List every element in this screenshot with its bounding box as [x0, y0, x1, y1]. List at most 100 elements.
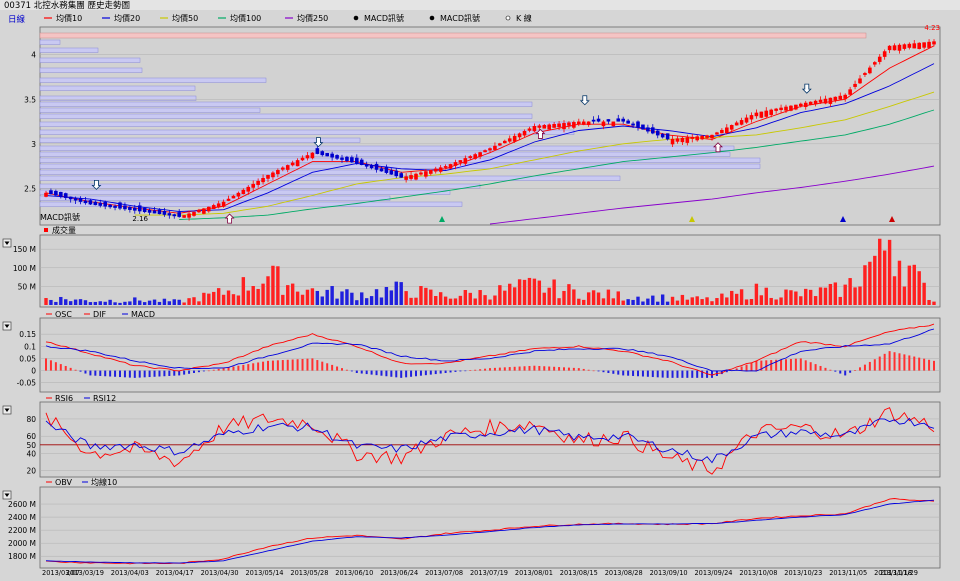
period-label[interactable]: 日線 [8, 14, 26, 25]
osc-bar [331, 364, 334, 371]
candle-body [364, 164, 369, 167]
osc-bar [197, 370, 200, 373]
profile-bar [39, 57, 141, 63]
candle-body [596, 118, 601, 122]
volume-bar [458, 295, 463, 305]
volume-bar [350, 292, 354, 305]
date-tick-label: 2013/04/30 [201, 569, 239, 577]
osc-bar [370, 370, 373, 375]
macd-series-line [45, 323, 935, 376]
osc-bar [59, 364, 62, 371]
panel-collapse-button[interactable] [2, 321, 12, 331]
volume-bar [488, 299, 492, 305]
candle-body [236, 192, 241, 197]
volume-bar [789, 290, 793, 305]
macd-legend-label: MACD [131, 310, 155, 319]
candle-body [478, 152, 482, 157]
osc-bar [903, 354, 906, 371]
candle-body [557, 123, 561, 128]
volume-bar [601, 298, 606, 305]
osc-bar [207, 370, 210, 372]
volume-bar [271, 265, 275, 305]
candle-body [113, 205, 117, 208]
candle-body [285, 165, 290, 170]
osc-bar [405, 370, 408, 378]
candle-body [680, 137, 685, 143]
volume-bar [478, 290, 482, 305]
legend-label: MACD訊號 [364, 13, 404, 23]
osc-bar [360, 370, 363, 374]
candle-body [414, 173, 418, 180]
candle-body [59, 191, 63, 197]
candle-body [922, 42, 926, 48]
volume-bar [547, 287, 551, 305]
legend-item: 均價50 [160, 13, 198, 23]
profile-bar [39, 77, 267, 83]
candle-body [882, 51, 887, 57]
osc-bar [262, 361, 265, 371]
volume-bar [419, 286, 423, 305]
osc-bar [597, 370, 600, 372]
osc-bar [523, 366, 526, 371]
osc-bar [193, 370, 195, 373]
osc-bar [528, 365, 531, 371]
profile-bar-top [39, 32, 867, 39]
candle-body [241, 189, 246, 194]
osc-bar [321, 361, 324, 371]
volume-bar [527, 277, 532, 305]
osc-bar [622, 370, 625, 376]
profile-bar [39, 85, 196, 91]
candle-body [907, 43, 912, 48]
candle-body [389, 170, 394, 175]
chevron-down-icon [4, 493, 10, 497]
osc-bar [459, 370, 462, 372]
osc-bar [415, 370, 417, 377]
volume-bar [897, 260, 902, 305]
volume-bar [734, 293, 739, 305]
legend-marker [505, 15, 511, 21]
osc-bar [666, 370, 669, 378]
osc-bar [133, 370, 136, 378]
osc-bar [770, 360, 773, 371]
osc-bar [868, 361, 871, 371]
candle-body [350, 157, 354, 163]
panel-collapse-button[interactable] [2, 238, 12, 248]
panel-collapse-button[interactable] [2, 490, 12, 500]
candle-body [315, 148, 320, 154]
ma-line [489, 165, 935, 225]
volume-bar [868, 261, 872, 305]
volume-bar [799, 296, 803, 305]
date-tick-label: 2013/04/03 [111, 569, 149, 577]
candle-body [616, 118, 621, 122]
volume-bar [754, 283, 759, 305]
osc-bar [632, 370, 635, 376]
legend-label: 均價50 [172, 13, 198, 23]
ma-line [134, 91, 935, 216]
volume-bar [759, 295, 764, 305]
volume-bar [93, 301, 98, 305]
volume-bar [64, 299, 68, 305]
osc-bar [804, 360, 807, 371]
panel-collapse-button[interactable] [2, 405, 12, 415]
volume-bar [804, 288, 808, 305]
osc-bar [676, 370, 679, 378]
profile-bar [39, 175, 621, 181]
volume-bar [295, 291, 300, 305]
candle-body [399, 173, 403, 178]
osc-bar [291, 359, 294, 371]
osc-bar [301, 358, 304, 371]
candle-body [251, 183, 255, 188]
volume-bar [641, 301, 645, 305]
candle-body [784, 106, 788, 111]
volume-bar [838, 296, 842, 305]
candle-body [759, 111, 764, 118]
candle-body [409, 175, 413, 179]
candle-body [655, 130, 660, 136]
volume-bar [749, 298, 754, 305]
candle-body [547, 124, 551, 130]
osc-bar [681, 370, 684, 378]
candle-body [586, 121, 591, 126]
osc-bar [281, 360, 284, 371]
candle-body [63, 193, 68, 198]
candle-body [503, 140, 507, 144]
